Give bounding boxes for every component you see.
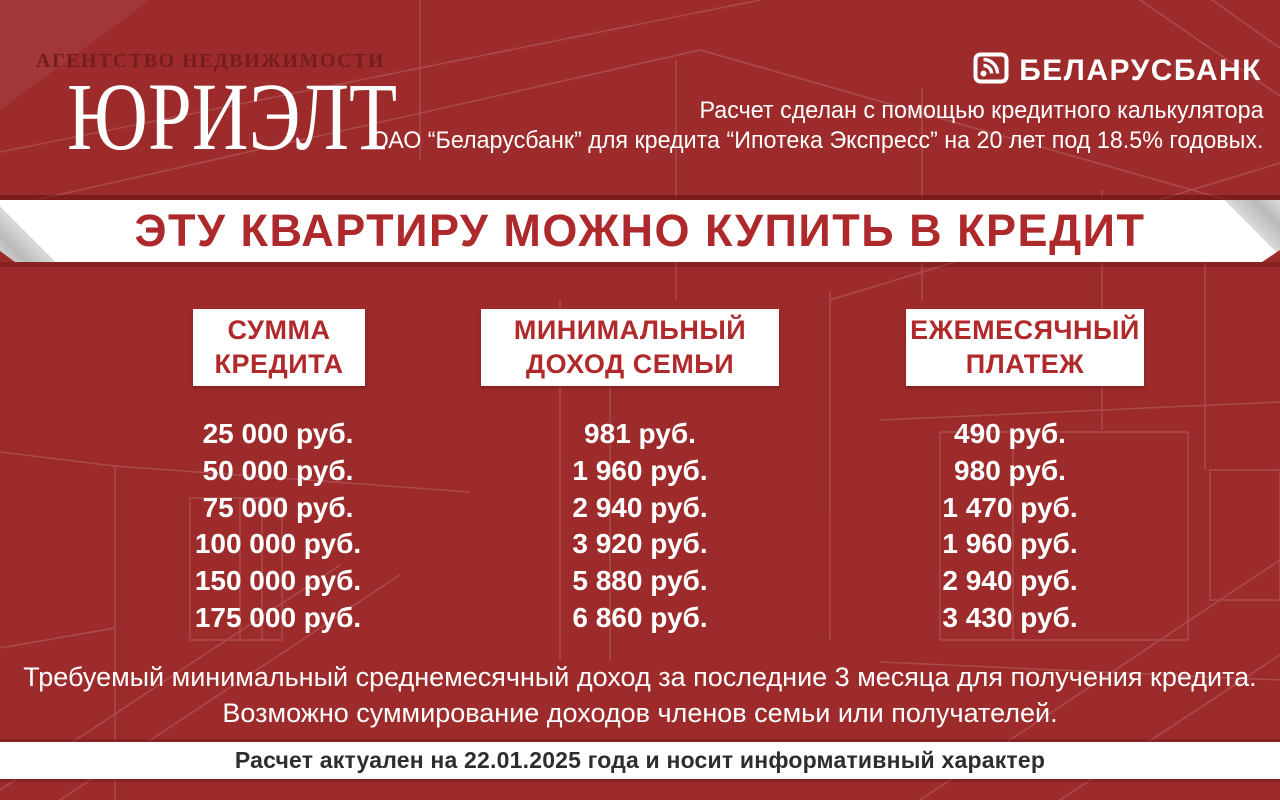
monthly-payment-value: 1 470 руб. (942, 491, 1078, 523)
agency-tagline: АГЕНТСТВО НЕДВИЖИМОСТИ (36, 50, 385, 72)
min-income-value: 3 920 руб. (572, 528, 708, 560)
footer-validity-text: Расчет актуален на 22.01.2025 года и нос… (234, 747, 1046, 773)
income-requirement-note: Требуемый минимальный среднемесячный дох… (0, 660, 1280, 731)
credit-disclaimer: Расчет сделан с помощью кредитного кальк… (371, 96, 1264, 156)
monthly-payment-value: 3 430 руб. (942, 601, 1078, 633)
column-header-monthly-payment-label: ЕЖЕМЕСЯЧНЫЙ ПЛАТЕЖ (910, 314, 1140, 379)
monthly-payment-value: 1 960 руб. (942, 528, 1078, 560)
column-min-income: 981 руб. 1 960 руб. 2 940 руб. 3 920 руб… (490, 416, 790, 637)
column-header-monthly-payment: ЕЖЕМЕСЯЧНЫЙ ПЛАТЕЖ (906, 309, 1144, 386)
bank-logo: БЕЛАРУСБАНК (973, 52, 1262, 89)
column-credit-sum: 25 000 руб. 50 000 руб. 75 000 руб. 100 … (128, 416, 428, 637)
agency-logo: АГЕНТСТВО НЕДВИЖИМОСТИ ЮРИЭЛТ (36, 50, 398, 170)
column-header-credit-sum-label: СУММА КРЕДИТА (214, 314, 344, 379)
agency-name: ЮРИЭЛТ (67, 63, 398, 170)
min-income-value: 2 940 руб. (572, 491, 708, 523)
monthly-payment-value: 490 руб. (954, 418, 1066, 449)
note-line-2: Возможно суммирование доходов членов сем… (222, 697, 1058, 728)
min-income-value: 1 960 руб. (572, 454, 708, 486)
min-income-value: 5 880 руб. (572, 565, 708, 597)
credit-sum-value: 150 000 руб. (194, 565, 362, 597)
title-banner: ЭТУ КВАРТИРУ МОЖНО КУПИТЬ В КРЕДИТ (0, 200, 1280, 262)
footer-band: Расчет актуален на 22.01.2025 года и нос… (0, 742, 1280, 779)
page-curl-left-icon (0, 206, 56, 262)
monthly-payment-value: 980 руб. (954, 454, 1066, 486)
min-income-value: 981 руб. (584, 418, 696, 449)
page-curl-left-notch (0, 251, 15, 262)
page-curl-right-icon (1224, 200, 1280, 256)
credit-sum-value: 75 000 руб. (202, 491, 354, 523)
disclaimer-line-2: ОАО “Беларусбанк” для кредита “Ипотека Э… (371, 127, 1264, 154)
credit-sum-value: 25 000 руб. (202, 418, 354, 449)
column-monthly-payment: 490 руб. 980 руб. 1 470 руб. 1 960 руб. … (860, 416, 1160, 637)
disclaimer-line-1: Расчет сделан с помощью кредитного кальк… (700, 97, 1264, 124)
belarusbank-broadcast-icon (973, 52, 1009, 89)
bank-name: БЕЛАРУСБАНК (1019, 53, 1262, 87)
monthly-payment-value: 2 940 руб. (942, 565, 1078, 597)
column-header-min-income-label: МИНИМАЛЬНЫЙ ДОХОД СЕМЬИ (513, 314, 747, 379)
column-header-min-income: МИНИМАЛЬНЫЙ ДОХОД СЕМЬИ (481, 309, 779, 386)
column-header-credit-sum: СУММА КРЕДИТА (193, 309, 365, 386)
credit-sum-value: 175 000 руб. (194, 601, 362, 633)
note-line-1: Требуемый минимальный среднемесячный дох… (23, 662, 1257, 692)
page-curl-right-notch (1262, 250, 1280, 262)
banner-title: ЭТУ КВАРТИРУ МОЖНО КУПИТЬ В КРЕДИТ (134, 205, 1146, 256)
credit-sum-value: 100 000 руб. (194, 528, 362, 560)
credit-sum-value: 50 000 руб. (202, 454, 354, 486)
min-income-value: 6 860 руб. (572, 601, 708, 633)
